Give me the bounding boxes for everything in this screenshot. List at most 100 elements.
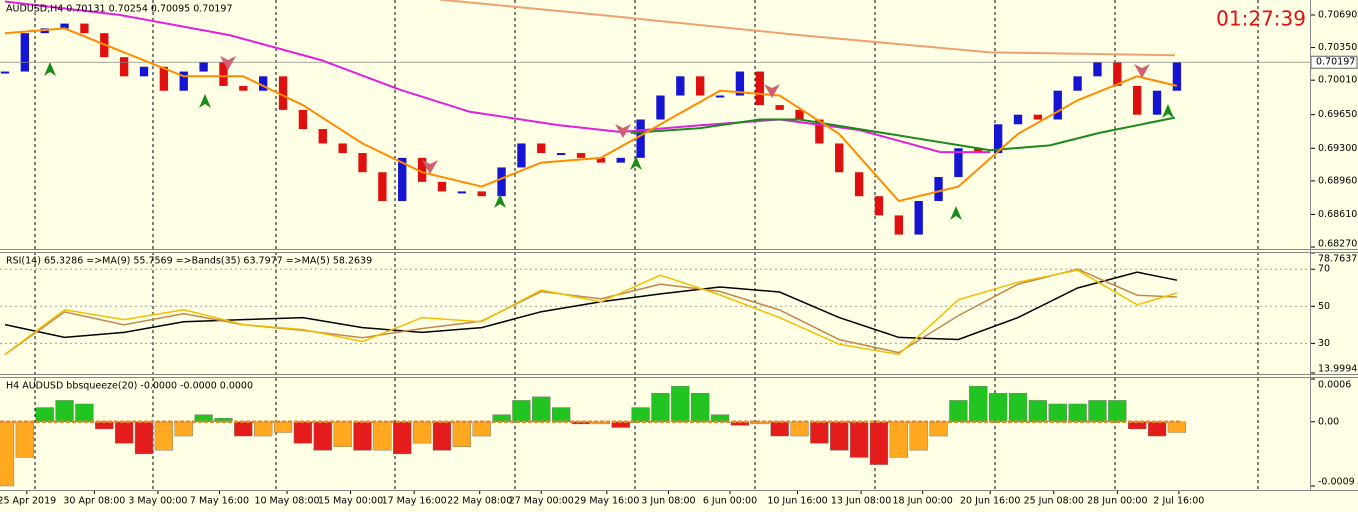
y-tick-label: 70 bbox=[1318, 264, 1330, 275]
price-bar bbox=[318, 129, 327, 144]
price-bar bbox=[735, 71, 745, 96]
price-bar bbox=[1053, 90, 1062, 120]
x-tick-label: 30 Apr 08:00 bbox=[63, 496, 125, 507]
y-tick-label: 13.9994 bbox=[1318, 364, 1357, 375]
x-tick-label: 3 Jun 08:00 bbox=[641, 496, 695, 507]
squeeze-bar bbox=[1028, 400, 1048, 422]
squeeze-bar bbox=[293, 421, 313, 444]
price-bar bbox=[199, 61, 208, 72]
squeeze-bar bbox=[1147, 421, 1167, 437]
squeeze-bar bbox=[194, 414, 213, 422]
squeeze-bar bbox=[849, 421, 869, 458]
price-bar bbox=[219, 61, 228, 86]
price-bar bbox=[497, 167, 506, 197]
squeeze-bar bbox=[333, 421, 352, 447]
squeeze-bar bbox=[432, 421, 452, 451]
x-tick-label: 2 Jul 16:00 bbox=[1153, 496, 1204, 507]
x-tick-label: 17 May 16:00 bbox=[382, 496, 447, 507]
y-tick-label: 0.69300 bbox=[1318, 143, 1357, 154]
price-bar bbox=[576, 153, 586, 158]
price-bar bbox=[398, 157, 407, 202]
x-tick-label: 10 Jun 16:00 bbox=[767, 496, 827, 507]
squeeze-bar bbox=[552, 407, 571, 422]
y-tick-label: -0.0009 bbox=[1318, 477, 1355, 488]
price-bar bbox=[80, 23, 89, 34]
x-tick-label: 18 Jun 00:00 bbox=[892, 496, 952, 507]
y-tick-label: 0.70350 bbox=[1318, 42, 1357, 53]
squeeze-bar bbox=[15, 421, 34, 458]
price-bar bbox=[656, 95, 665, 120]
squeeze-title: H4 AUDUSD bbsqueeze(20) -0.0000 -0.0000 … bbox=[6, 381, 253, 392]
price-bar bbox=[993, 124, 1003, 154]
indicator-line bbox=[439, 0, 1175, 57]
squeeze-bar bbox=[969, 385, 988, 422]
y-tick-label: 0.70010 bbox=[1318, 75, 1357, 86]
price-bar bbox=[378, 172, 387, 202]
squeeze-bar bbox=[631, 407, 650, 422]
x-tick-label: 27 May 00:00 bbox=[509, 496, 574, 507]
price-bar bbox=[874, 196, 884, 216]
y-tick-label: 0.69650 bbox=[1318, 109, 1357, 120]
squeeze-bar bbox=[273, 421, 293, 433]
price-bar bbox=[298, 109, 308, 130]
squeeze-bar bbox=[869, 421, 889, 465]
squeeze-bar bbox=[373, 421, 392, 451]
price-bar bbox=[1073, 76, 1082, 91]
price-bar bbox=[477, 191, 486, 197]
price-bar bbox=[437, 181, 447, 192]
price-bar bbox=[1093, 61, 1102, 77]
price-bar bbox=[417, 157, 427, 182]
panel-frames bbox=[0, 0, 1358, 491]
x-tick-label: 22 May 08:00 bbox=[447, 496, 512, 507]
y-tick-label: 30 bbox=[1318, 338, 1330, 349]
price-bar bbox=[854, 172, 864, 197]
squeeze-bar bbox=[75, 403, 94, 423]
squeeze-bar bbox=[234, 421, 253, 437]
clock: 01:27:39 bbox=[1216, 7, 1306, 31]
price-bar bbox=[119, 57, 129, 77]
price-bar bbox=[457, 191, 466, 194]
rsi-title: RSI(14) 65.3286 =>MA(9) 55.7569 =>Bands(… bbox=[6, 256, 372, 267]
squeeze-bar bbox=[55, 400, 74, 422]
squeeze-bar bbox=[472, 421, 491, 437]
price-bar bbox=[556, 153, 566, 156]
squeeze-bar bbox=[909, 421, 928, 451]
x-tick-label: 3 May 00:00 bbox=[128, 496, 187, 507]
indicator-line bbox=[4, 269, 1178, 356]
y-tick-label: 0.0006 bbox=[1318, 380, 1351, 391]
y-tick-label: 0.00 bbox=[1318, 416, 1339, 427]
price-bar bbox=[278, 76, 288, 110]
squeeze-bar bbox=[770, 421, 789, 437]
price-bar bbox=[1113, 61, 1122, 86]
squeeze-bar bbox=[532, 396, 551, 423]
price-bar bbox=[1172, 62, 1182, 91]
y-tick-label: 0.68270 bbox=[1318, 239, 1357, 250]
price-bar bbox=[20, 33, 30, 72]
y-tick-label: 78.7637 bbox=[1318, 254, 1357, 265]
price-bar bbox=[517, 143, 526, 168]
price-bar bbox=[795, 109, 804, 120]
price-bar bbox=[934, 177, 943, 202]
y-tick-label: 0.70690 bbox=[1318, 9, 1357, 20]
x-tick-label: 29 May 16:00 bbox=[574, 496, 639, 507]
price-bar bbox=[974, 148, 983, 154]
squeeze-bar bbox=[174, 421, 193, 437]
current-price-label: 0.70197 bbox=[1316, 57, 1355, 68]
price-bar bbox=[755, 71, 764, 106]
squeeze-bar bbox=[115, 421, 134, 444]
squeeze-bar bbox=[949, 400, 968, 422]
x-tick-label: 10 May 08:00 bbox=[254, 496, 319, 507]
squeeze-bar bbox=[691, 393, 710, 422]
price-bar bbox=[0, 71, 10, 74]
x-tick-label: 20 Jun 16:00 bbox=[960, 496, 1020, 507]
price-bar bbox=[179, 71, 188, 91]
price-bar bbox=[159, 66, 169, 91]
squeeze-bar bbox=[671, 385, 690, 422]
signal-arrows bbox=[44, 56, 1174, 220]
squeeze-bar bbox=[313, 421, 332, 451]
price-bar bbox=[338, 143, 347, 154]
squeeze-bar bbox=[254, 421, 273, 437]
price-bar bbox=[1152, 90, 1162, 115]
price-bar bbox=[835, 143, 844, 173]
